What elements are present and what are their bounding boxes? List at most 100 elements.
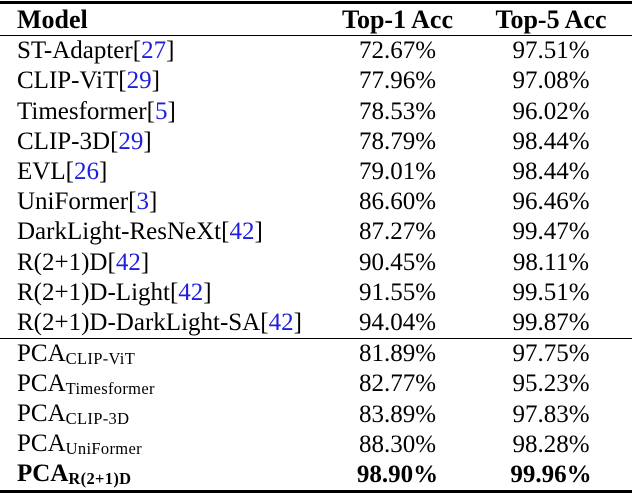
model-name: PCA [17, 369, 66, 397]
table-header-row: Model Top-1 Acc Top-5 Acc [0, 4, 632, 36]
model-name: PCA [17, 460, 69, 488]
model-cell: R(2+1)D-Light[42] [0, 279, 325, 307]
top1-acc-value: 72.67% [358, 37, 437, 65]
model-cell: Timesformer[5] [0, 98, 325, 126]
table-row: EVL[26] 79.01% 98.44% [0, 157, 632, 187]
model-subscript: CLIP-ViT [65, 348, 136, 368]
table-row: CLIP-3D[29] 78.79% 98.44% [0, 127, 632, 157]
citation-link[interactable]: 29 [126, 67, 152, 95]
citation-link[interactable]: 42 [268, 308, 294, 336]
table-row: R(2+1)D-DarkLight-SA[42] 94.04% 99.87% [0, 308, 632, 338]
table-row: PCATimesformer 82.77% 95.23% [0, 369, 632, 399]
citation-bracket-open: [ [118, 67, 127, 95]
citation-bracket-open: [ [132, 37, 142, 65]
top5-acc-value: 99.96% [510, 460, 592, 488]
citation-bracket-close: ] [151, 67, 160, 95]
top5-acc-value: 98.44% [512, 127, 590, 155]
model-cell: ST-Adapter[27] [0, 37, 325, 65]
citation-bracket-open: [ [146, 97, 155, 125]
top1-acc-value: 91.55% [358, 278, 437, 306]
top1-acc-value: 77.96% [358, 67, 437, 95]
top5-acc-value: 97.08% [512, 67, 590, 95]
top5-acc-value: 99.47% [512, 218, 590, 246]
citation-bracket-open: [ [169, 278, 179, 306]
citation-bracket-close: ] [254, 218, 263, 246]
top1-acc-value: 98.90% [356, 460, 439, 488]
table-row: CLIP-ViT[29] 77.96% 97.08% [0, 66, 632, 96]
citation-link[interactable]: 42 [178, 278, 204, 306]
model-cell: PCAR(2+1)D [0, 460, 325, 489]
model-name: ST-Adapter [17, 37, 133, 65]
model-cell: R(2+1)D[42] [0, 249, 325, 277]
model-name: CLIP-ViT [17, 67, 119, 95]
citation-link[interactable]: 42 [229, 218, 255, 246]
model-cell: CLIP-ViT[29] [0, 67, 325, 95]
model-name: R(2+1)D [17, 248, 108, 276]
top1-acc-value: 86.60% [358, 188, 437, 216]
top1-acc-value: 78.53% [358, 97, 437, 125]
citation-bracket-open: [ [107, 248, 116, 276]
table-row: Timesformer[5] 78.53% 96.02% [0, 96, 632, 126]
model-subscript: UniFormer [65, 439, 142, 459]
citation-bracket-close: ] [293, 308, 302, 336]
model-cell: PCACLIP-ViT [0, 340, 325, 369]
citation-bracket-close: ] [148, 188, 158, 216]
model-cell: EVL[26] [0, 158, 325, 186]
model-name: R(2+1)D-DarkLight-SA [17, 308, 261, 336]
table-row: PCAR(2+1)D 98.90% 99.96% [0, 460, 632, 490]
citation-link[interactable]: 27 [141, 37, 167, 65]
top1-acc-value: 94.04% [358, 308, 437, 336]
top1-acc-value: 88.30% [358, 430, 437, 458]
model-cell: PCATimesformer [0, 370, 325, 399]
citation-bracket-close: ] [140, 248, 150, 276]
top5-acc-value: 95.23% [512, 370, 590, 398]
table-row: R(2+1)D[42] 90.45% 98.11% [0, 247, 632, 277]
top1-acc-value: 81.89% [358, 340, 437, 368]
column-header-top5-acc: Top-5 Acc [495, 4, 607, 34]
citation-bracket-open: [ [221, 218, 230, 246]
table-row: PCAUniFormer 88.30% 98.28% [0, 430, 632, 460]
model-name: Timesformer [17, 97, 147, 125]
citation-link[interactable]: 42 [115, 248, 141, 276]
top5-acc-value: 99.87% [512, 308, 590, 336]
citation-bracket-close: ] [203, 278, 212, 306]
model-name: EVL [17, 157, 66, 185]
citation-bracket-open: [ [65, 157, 74, 185]
table-row: PCACLIP-ViT 81.89% 97.75% [0, 338, 632, 369]
citation-link[interactable]: 3 [136, 188, 149, 216]
model-name: DarkLight-ResNeXt [17, 218, 222, 246]
top5-acc-value: 97.51% [512, 37, 590, 65]
citation-link[interactable]: 29 [118, 127, 144, 155]
top5-acc-value: 98.44% [512, 157, 590, 185]
citation-bracket-open: [ [260, 308, 269, 336]
top1-acc-value: 87.27% [358, 218, 437, 246]
citation-link[interactable]: 26 [73, 157, 99, 185]
model-name: CLIP-3D [17, 127, 111, 155]
top5-acc-value: 98.28% [512, 430, 590, 458]
model-subscript: R(2+1)D [68, 469, 132, 489]
model-name: PCA [17, 400, 66, 428]
top1-acc-value: 83.89% [358, 400, 437, 428]
column-header-model: Model [17, 4, 88, 34]
model-subscript: Timesformer [65, 378, 155, 398]
citation-bracket-open: [ [128, 188, 137, 216]
top5-acc-value: 97.83% [512, 400, 590, 428]
top1-acc-value: 79.01% [358, 157, 437, 185]
model-name: PCA [17, 430, 66, 458]
top5-acc-value: 97.75% [512, 340, 590, 368]
table-row: R(2+1)D-Light[42] 91.55% 99.51% [0, 278, 632, 308]
model-name: UniFormer [17, 188, 129, 216]
top1-acc-value: 82.77% [358, 370, 437, 398]
model-cell: DarkLight-ResNeXt[42] [0, 218, 325, 246]
citation-link[interactable]: 5 [154, 97, 168, 125]
top1-acc-value: 90.45% [358, 248, 437, 276]
citation-bracket-close: ] [143, 127, 152, 155]
table-row: PCACLIP-3D 83.89% 97.83% [0, 399, 632, 429]
model-cell: PCACLIP-3D [0, 400, 325, 429]
top5-acc-value: 98.11% [512, 248, 590, 276]
model-subscript: CLIP-3D [65, 409, 130, 429]
model-cell: UniFormer[3] [0, 188, 325, 216]
top1-acc-value: 78.79% [358, 127, 437, 155]
